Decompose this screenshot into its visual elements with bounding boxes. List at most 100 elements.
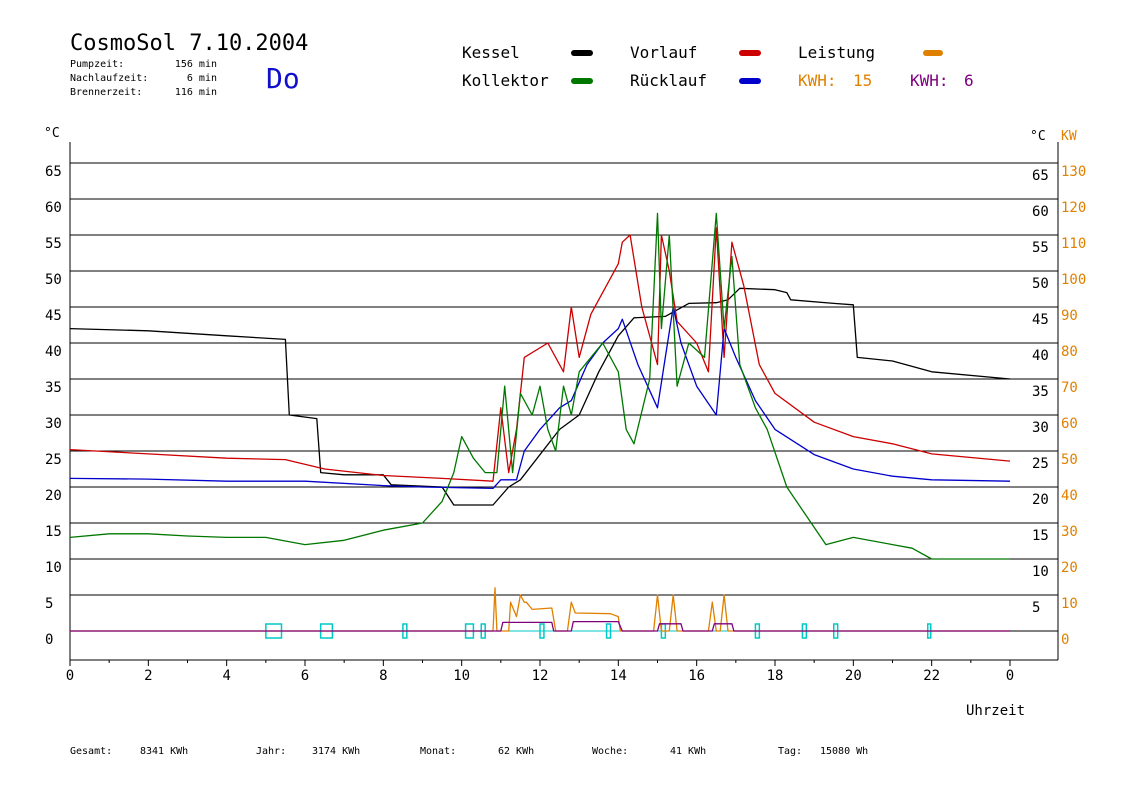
legend-label-leistung: Leistung <box>798 43 875 62</box>
y-right-temp-tick-label: 55 <box>1032 240 1049 256</box>
total-value-monat: 62 KWh <box>498 746 534 757</box>
x-tick-label: 18 <box>767 668 784 684</box>
grid <box>69 142 1059 666</box>
legend-label-kollektor: Kollektor <box>462 71 549 90</box>
x-tick-label: 0 <box>66 668 74 684</box>
legend: Kessel Kollektor Vorlauf Rücklauf Leistu… <box>462 43 974 90</box>
pump-marker <box>605 623 612 639</box>
legend-label-ruecklauf: Rücklauf <box>630 71 707 90</box>
y-right-temp-unit: °C <box>1030 129 1046 144</box>
y-right-temp-tick-label: 65 <box>1032 168 1049 184</box>
series-line-leistung <box>70 587 1010 632</box>
y-left-tick-label: 65 <box>45 164 62 180</box>
y-right-temp-tick-label: 25 <box>1032 456 1049 472</box>
x-tick-label: 10 <box>453 668 470 684</box>
y-right-power-tick-label: 20 <box>1061 560 1078 576</box>
y-right-power-tick-label: 110 <box>1061 236 1086 252</box>
y-left-tick-label: 0 <box>45 632 53 648</box>
stat-label-nachlauf: Nachlaufzeit: <box>70 73 148 84</box>
kwh-label-1: KWH: <box>798 71 837 90</box>
y-left-tick-label: 5 <box>45 596 53 612</box>
series-line-kwh2 <box>70 620 1010 632</box>
legend-label-kessel: Kessel <box>462 43 520 62</box>
series-line-kollektor <box>69 212 1010 560</box>
x-tick-label: 20 <box>845 668 862 684</box>
chart-title: CosmoSol 7.10.2004 <box>70 31 308 56</box>
stat-label-brenner: Brennerzeit: <box>70 87 142 98</box>
y-left-tick-label: 25 <box>45 452 62 468</box>
total-label-jahr: Jahr: <box>256 746 286 757</box>
y-right-temp-tick-label: 5 <box>1032 600 1040 616</box>
total-value-gesamt: 8341 KWh <box>140 746 188 757</box>
y-right-temp-tick-label: 10 <box>1032 564 1049 580</box>
y-right-temp-tick-label: 45 <box>1032 312 1049 328</box>
tick-labels: 0510152025303540455055606551015202530354… <box>45 164 1086 684</box>
y-right-power-tick-label: 100 <box>1061 272 1086 288</box>
stat-value-pump: 156 min <box>175 59 217 70</box>
x-tick-label: 12 <box>532 668 549 684</box>
plot-area <box>69 212 1011 639</box>
y-left-tick-label: 55 <box>45 236 62 252</box>
stat-value-brenner: 116 min <box>175 87 217 98</box>
y-right-power-tick-label: 50 <box>1061 452 1078 468</box>
series-line-r-cklauf <box>69 306 1011 490</box>
x-tick-label: 22 <box>923 668 940 684</box>
y-right-temp-tick-label: 35 <box>1032 384 1049 400</box>
y-left-unit: °C <box>44 126 60 141</box>
y-right-temp-tick-label: 30 <box>1032 420 1049 436</box>
y-left-tick-label: 50 <box>45 272 62 288</box>
y-left-tick-label: 60 <box>45 200 62 216</box>
stats-block: Pumpzeit: 156 min Nachlaufzeit: 6 min Br… <box>70 59 217 98</box>
x-tick-label: 4 <box>222 668 230 684</box>
x-tick-label: 2 <box>144 668 152 684</box>
y-left-tick-label: 40 <box>45 344 62 360</box>
footer-totals: Gesamt: 8341 KWh Jahr: 3174 KWh Monat: 6… <box>70 746 868 757</box>
y-right-power-tick-label: 130 <box>1061 164 1086 180</box>
y-left-tick-label: 10 <box>45 560 62 576</box>
y-right-power-tick-label: 70 <box>1061 380 1078 396</box>
x-axis-label: Uhrzeit <box>966 703 1025 719</box>
total-label-gesamt: Gesamt: <box>70 746 112 757</box>
total-label-monat: Monat: <box>420 746 456 757</box>
total-value-jahr: 3174 KWh <box>312 746 360 757</box>
y-left-tick-label: 35 <box>45 380 62 396</box>
y-right-temp-tick-label: 15 <box>1032 528 1049 544</box>
y-right-power-tick-label: 40 <box>1061 488 1078 504</box>
stat-value-nachlauf: 6 min <box>187 73 217 84</box>
y-right-power-tick-label: 60 <box>1061 416 1078 432</box>
weekday-label: Do <box>266 62 300 95</box>
y-right-power-tick-label: 120 <box>1061 200 1086 216</box>
y-left-tick-label: 30 <box>45 416 62 432</box>
kwh-value-1: 15 <box>853 71 872 90</box>
series-line-vorlauf <box>69 227 1011 482</box>
y-right-temp-tick-label: 50 <box>1032 276 1049 292</box>
x-tick-label: 6 <box>301 668 309 684</box>
legend-label-vorlauf: Vorlauf <box>630 43 697 62</box>
total-label-woche: Woche: <box>592 746 628 757</box>
y-left-tick-label: 20 <box>45 488 62 504</box>
total-value-woche: 41 KWh <box>670 746 706 757</box>
x-tick-label: 8 <box>379 668 387 684</box>
total-label-tag: Tag: <box>778 746 802 757</box>
y-right-power-tick-label: 30 <box>1061 524 1078 540</box>
y-right-power-tick-label: 80 <box>1061 344 1078 360</box>
y-left-tick-label: 15 <box>45 524 62 540</box>
y-right-power-tick-label: 10 <box>1061 596 1078 612</box>
y-right-power-tick-label: 0 <box>1061 632 1069 648</box>
series-line-kessel <box>69 287 1011 506</box>
y-right-temp-tick-label: 60 <box>1032 204 1049 220</box>
y-left-tick-label: 45 <box>45 308 62 324</box>
y-right-power-tick-label: 90 <box>1061 308 1078 324</box>
y-right-temp-tick-label: 40 <box>1032 348 1049 364</box>
x-tick-label: 14 <box>610 668 627 684</box>
kwh-value-2: 6 <box>964 71 974 90</box>
x-tick-label: 0 <box>1006 668 1014 684</box>
y-right-temp-tick-label: 20 <box>1032 492 1049 508</box>
y-right-power-unit: KW <box>1061 129 1077 144</box>
x-tick-label: 16 <box>688 668 705 684</box>
pump-marker <box>539 623 545 639</box>
stat-label-pump: Pumpzeit: <box>70 59 124 70</box>
kwh-label-2: KWH: <box>910 71 949 90</box>
total-value-tag: 15080 Wh <box>820 746 868 757</box>
